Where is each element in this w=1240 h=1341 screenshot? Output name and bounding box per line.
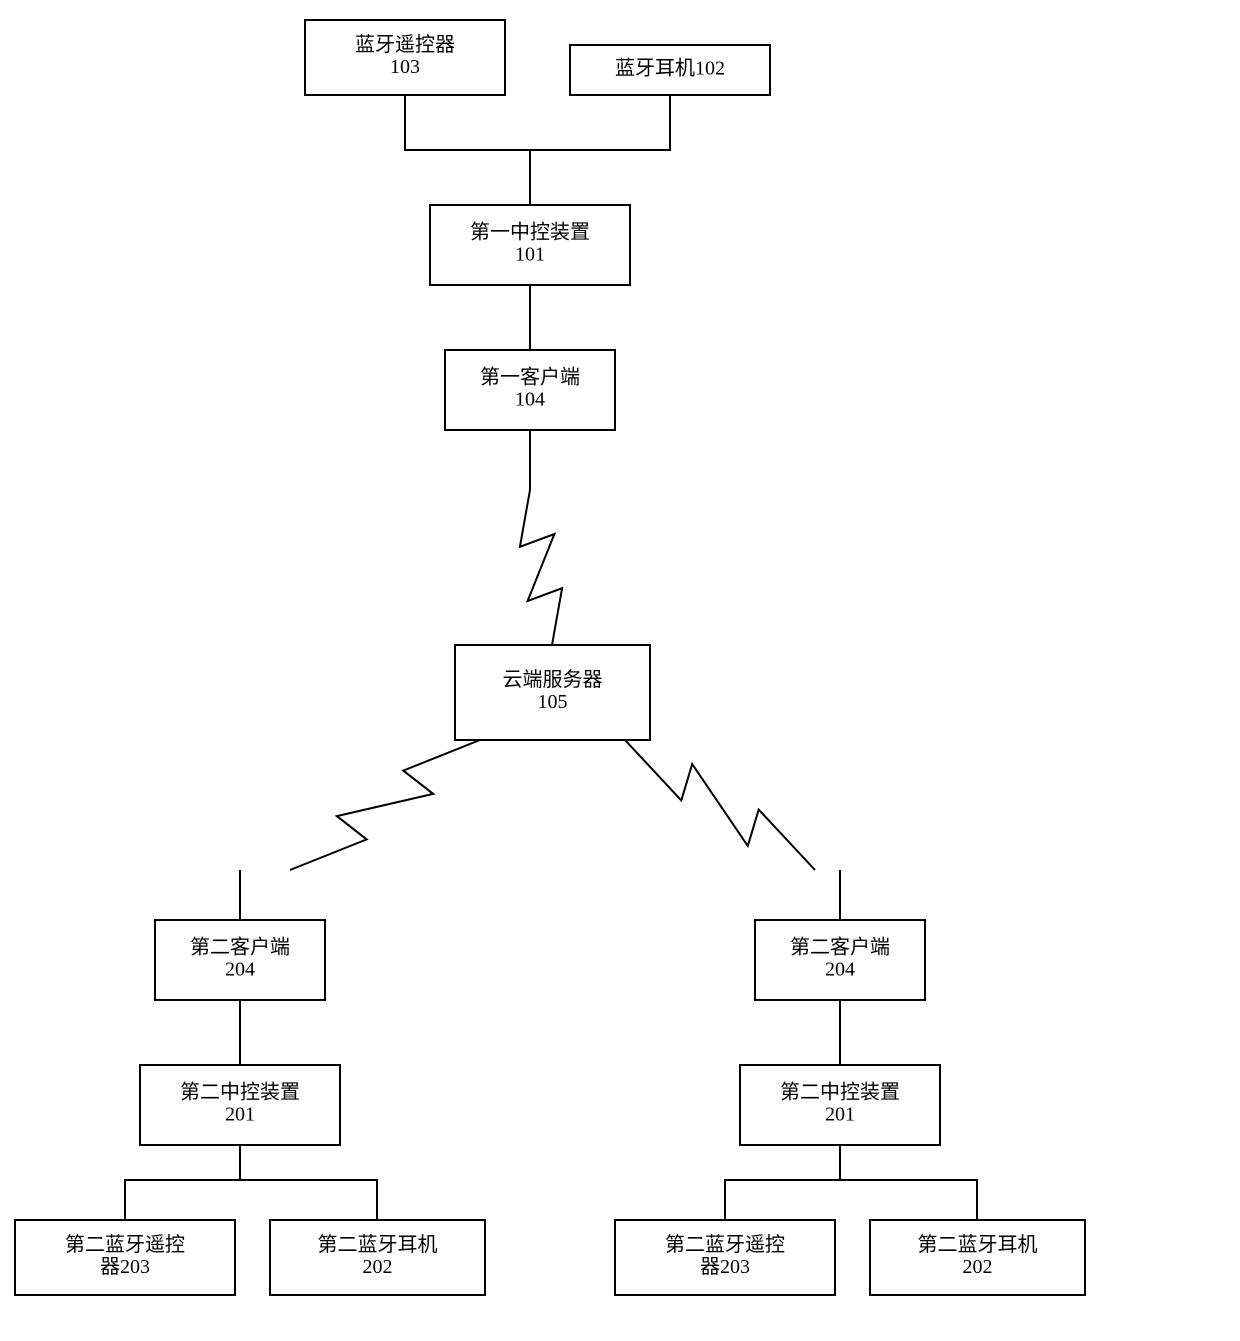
node-bt_headset_202_L: 第二蓝牙耳机202 xyxy=(270,1220,485,1295)
node-label-line2: 器203 xyxy=(700,1256,750,1278)
node-label-line1: 云端服务器 xyxy=(503,668,603,691)
connector-line xyxy=(125,1145,240,1220)
node-bt_headset_202_R: 第二蓝牙耳机202 xyxy=(870,1220,1085,1295)
node-label-line1: 第二蓝牙耳机 xyxy=(318,1233,438,1256)
node-label-line2: 104 xyxy=(515,389,545,411)
connector-line xyxy=(405,95,530,205)
connector-line xyxy=(530,95,670,205)
node-label-line1: 蓝牙耳机102 xyxy=(615,57,725,80)
wireless-zigzag-icon xyxy=(625,740,815,870)
node-label-line1: 第二蓝牙耳机 xyxy=(918,1233,1038,1256)
node-client_1_104: 第一客户端104 xyxy=(445,350,615,430)
node-label-line2: 204 xyxy=(825,959,855,981)
node-label-line2: 202 xyxy=(363,1256,393,1278)
node-label-line1: 蓝牙遥控器 xyxy=(355,33,455,56)
node-bt_remote_103: 蓝牙遥控器103 xyxy=(305,20,505,95)
node-ctrl_1_101: 第一中控装置101 xyxy=(430,205,630,285)
node-client_2_204_R: 第二客户端204 xyxy=(755,920,925,1000)
node-label-line1: 第一客户端 xyxy=(480,366,580,389)
node-label-line2: 105 xyxy=(538,691,568,713)
node-ctrl_2_201_L: 第二中控装置201 xyxy=(140,1065,340,1145)
node-label-line2: 204 xyxy=(225,959,255,981)
node-label-line2: 103 xyxy=(390,56,420,78)
node-label-line2: 201 xyxy=(825,1104,855,1126)
node-label-line2: 202 xyxy=(963,1256,993,1278)
connector-line xyxy=(240,1145,377,1220)
node-label-line1: 第二中控装置 xyxy=(180,1081,300,1104)
node-label-line2: 201 xyxy=(225,1104,255,1126)
connector-line xyxy=(725,1145,840,1220)
connector-line xyxy=(840,1145,977,1220)
diagram-canvas: 蓝牙遥控器103 蓝牙耳机102 第一中控装置101 第一客户端104 云端服务器105… xyxy=(0,0,1240,1341)
node-ctrl_2_201_R: 第二中控装置201 xyxy=(740,1065,940,1145)
node-client_2_204_L: 第二客户端204 xyxy=(155,920,325,1000)
node-label-line1: 第二客户端 xyxy=(190,936,290,959)
node-label-line2: 器203 xyxy=(100,1256,150,1278)
node-cloud_105: 云端服务器105 xyxy=(455,645,650,740)
node-bt_remote_203_R: 第二蓝牙遥控器203 xyxy=(615,1220,835,1295)
node-label-line1: 第二客户端 xyxy=(790,936,890,959)
node-label-line2: 101 xyxy=(515,244,545,266)
node-label-line1: 第二蓝牙遥控 xyxy=(65,1233,185,1256)
wireless-zigzag-icon xyxy=(290,740,480,870)
node-label-line1: 第一中控装置 xyxy=(470,221,590,244)
wireless-zigzag-icon xyxy=(520,490,562,645)
node-bt_remote_203_L: 第二蓝牙遥控器203 xyxy=(15,1220,235,1295)
node-label-line1: 第二蓝牙遥控 xyxy=(665,1233,785,1256)
node-label-line1: 第二中控装置 xyxy=(780,1081,900,1104)
node-bt_headset_102: 蓝牙耳机102 xyxy=(570,45,770,95)
